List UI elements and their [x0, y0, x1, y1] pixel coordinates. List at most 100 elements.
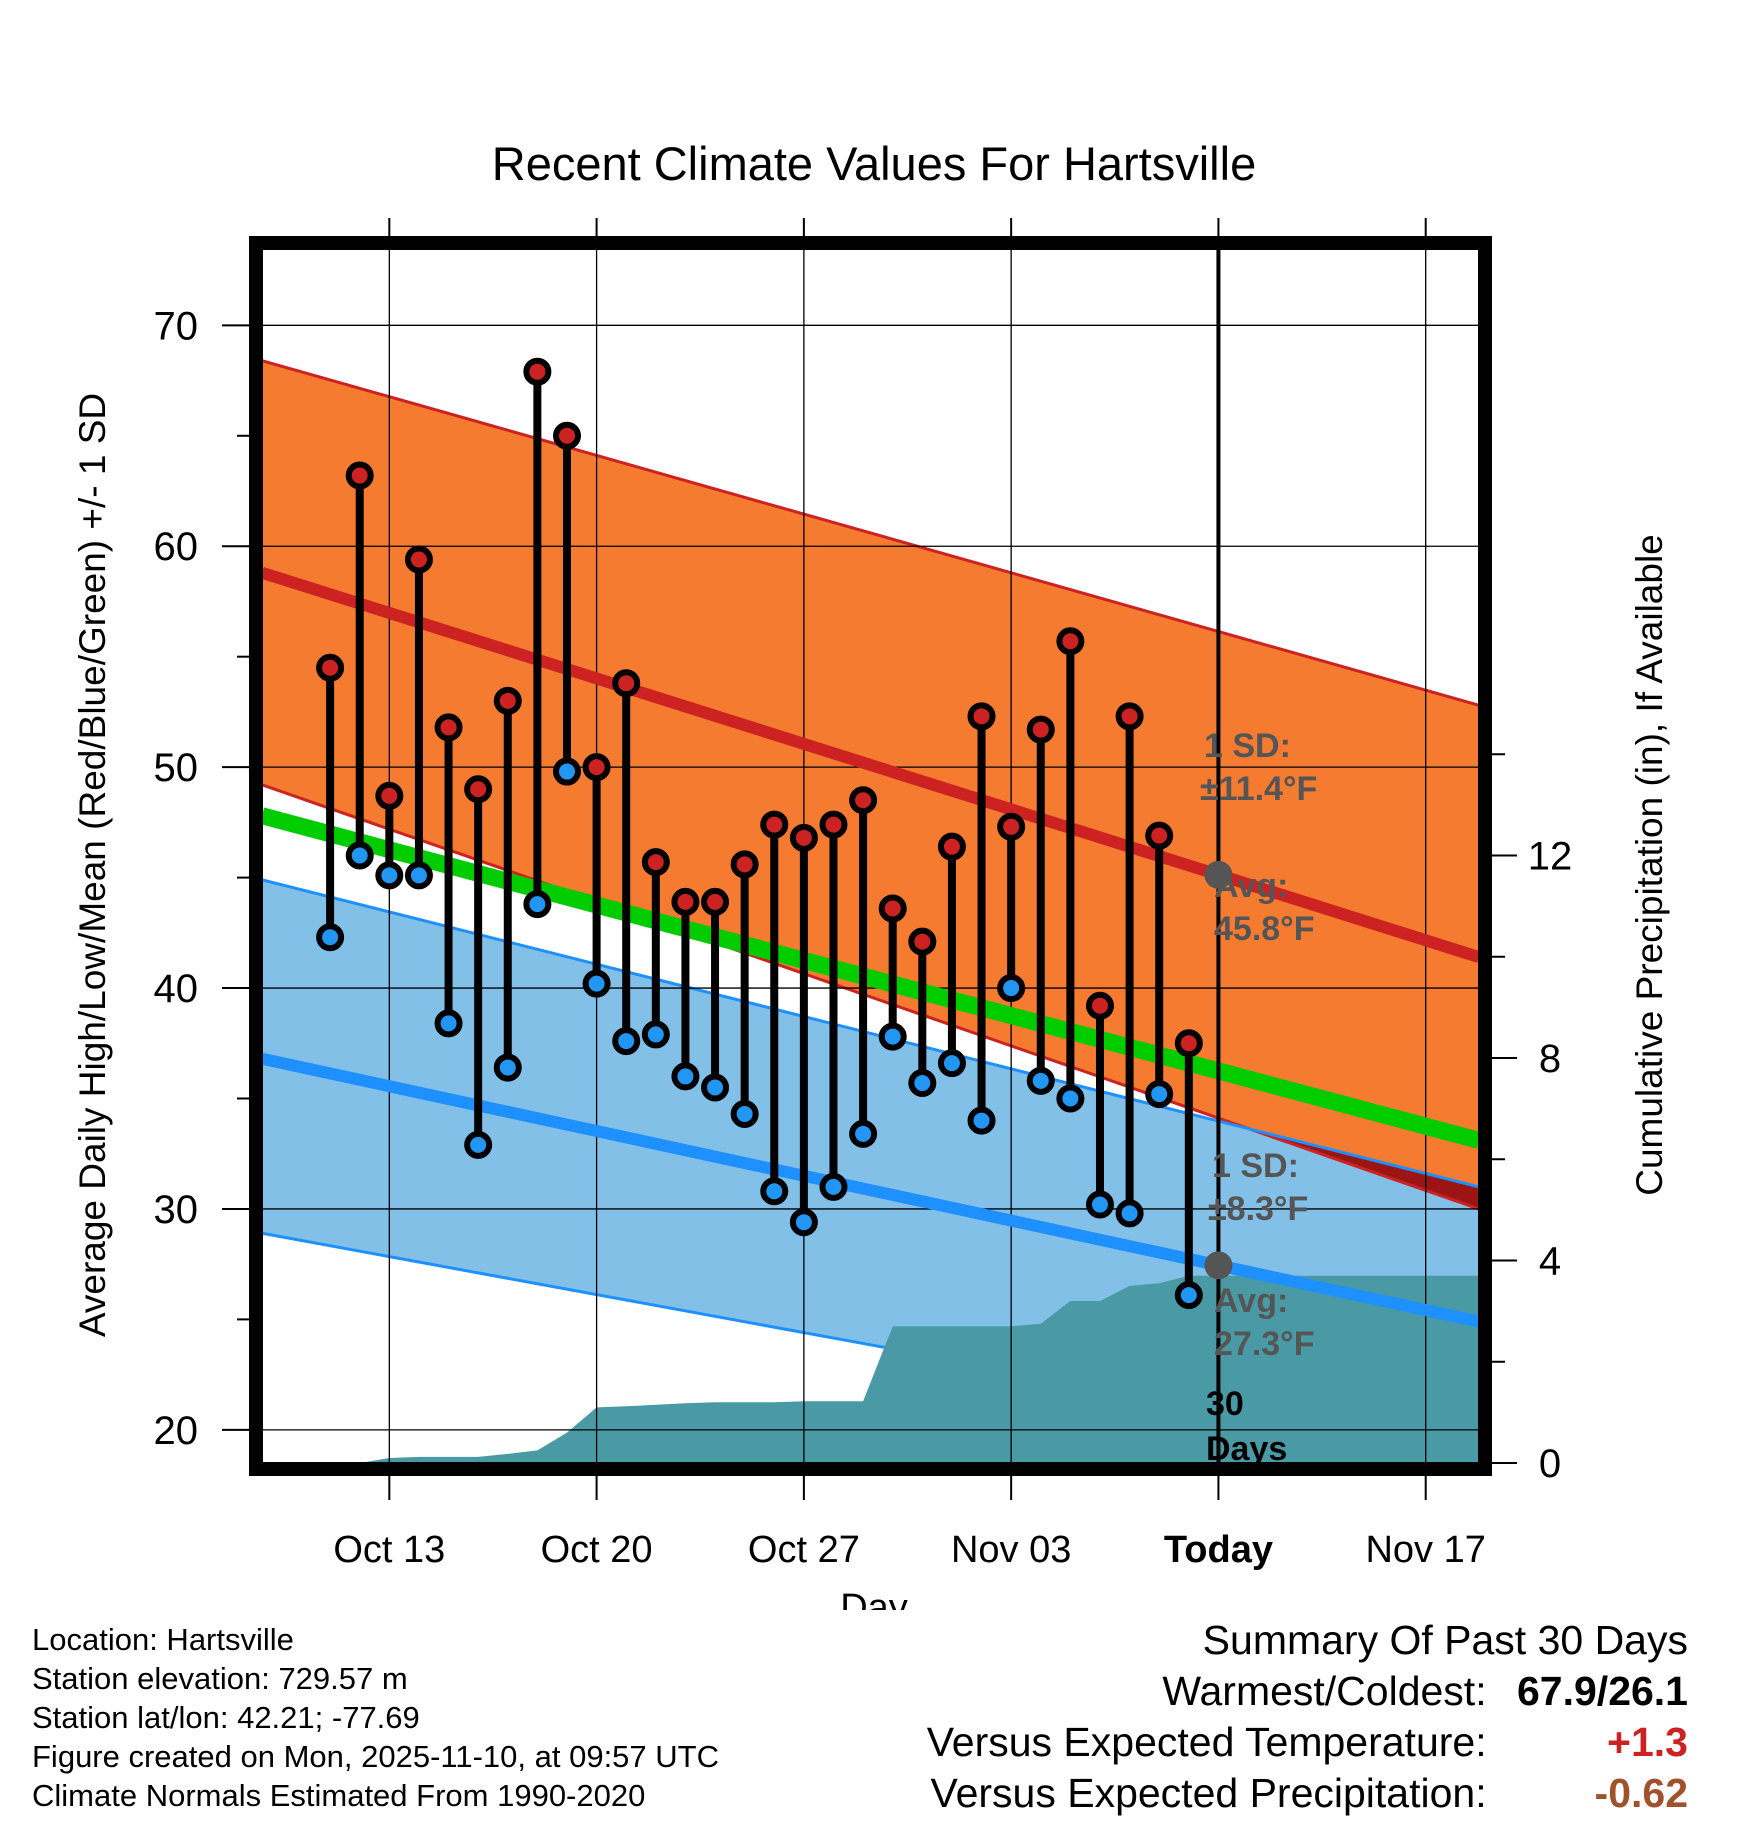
low-normal-line	[262, 1052, 1479, 1328]
summary-title: Summary Of Past 30 Days	[1202, 1617, 1688, 1663]
daily-high-point	[1056, 627, 1085, 656]
y2-tick-label: 0	[1539, 1442, 1561, 1486]
x-tick-label: Oct 27	[748, 1529, 860, 1571]
y2-axis-label: Cumulative Precipitation (in), If Availa…	[1629, 534, 1670, 1196]
daily-high-point	[345, 461, 374, 490]
daily-low-point	[671, 1062, 700, 1091]
daily-low-point	[464, 1130, 493, 1159]
temp-anomaly-label: Versus Expected Temperature:	[926, 1719, 1487, 1765]
plot-area	[262, 248, 1479, 1463]
summary-precip-row: Versus Expected Precipitation: -0.62	[927, 1768, 1689, 1819]
high-lower-line	[262, 783, 1479, 1211]
precip-anomaly-label: Versus Expected Precipitation:	[930, 1770, 1487, 1816]
daily-low-point	[404, 861, 433, 890]
high-sd-label: 1 SD:	[1204, 727, 1291, 765]
window-unit: Days	[1206, 1430, 1287, 1468]
daily-high-point	[1026, 715, 1055, 744]
daily-low-point	[1085, 1190, 1114, 1219]
daily-high-point	[819, 810, 848, 839]
precip-anomaly-value: -0.62	[1594, 1770, 1688, 1816]
low-upper-line	[262, 878, 1479, 1189]
y-tick-label: 60	[154, 525, 199, 569]
daily-high-point	[375, 781, 404, 810]
daily-high-point	[612, 669, 641, 698]
daily-low-point	[849, 1119, 878, 1148]
chart-overlay	[316, 357, 1233, 1310]
precip-area	[359, 1275, 1479, 1463]
high-avg-label: Avg:	[1214, 867, 1288, 905]
x-tick-label: Nov 03	[951, 1529, 1071, 1571]
daily-high-point	[1145, 821, 1174, 850]
daily-high-point	[552, 421, 581, 450]
low-avg-label: Avg:	[1214, 1282, 1288, 1320]
daily-low-point	[523, 890, 552, 919]
low-avg-value: 27.3°F	[1214, 1325, 1315, 1363]
y-tick-label: 70	[154, 304, 199, 348]
daily-high-point	[760, 810, 789, 839]
today-low-avg-marker	[1204, 1251, 1233, 1280]
summary-warmest-row: Warmest/Coldest: 67.9/26.1	[927, 1666, 1688, 1717]
daily-high-point	[671, 887, 700, 916]
daily-high-point	[523, 357, 552, 386]
daily-low-point	[493, 1053, 522, 1082]
annotations: 1 SD: ±11.4°F Avg: 45.8°F 1 SD: ±8.3°F A…	[1200, 727, 1317, 1468]
daily-low-point	[819, 1172, 848, 1201]
elevation-text: Station elevation: 729.57 m	[32, 1661, 408, 1696]
daily-high-point	[404, 545, 433, 574]
daily-high-point	[464, 775, 493, 804]
daily-low-point	[612, 1027, 641, 1056]
daily-high-point	[997, 812, 1026, 841]
daily-low-point	[434, 1009, 463, 1038]
x-tick-label: Oct 13	[333, 1529, 445, 1571]
y-tick-label: 30	[154, 1188, 199, 1232]
x-tick-label: Nov 17	[1365, 1529, 1485, 1571]
high-avg-value: 45.8°F	[1214, 910, 1315, 948]
daily-high-point	[493, 686, 522, 715]
daily-high-point	[641, 848, 670, 877]
daily-low-point	[582, 969, 611, 998]
daily-low-point	[878, 1022, 907, 1051]
daily-low-point	[789, 1208, 818, 1237]
daily-low-point	[375, 861, 404, 890]
chart-title: Recent Climate Values For Hartsville	[492, 137, 1256, 190]
daily-low-point	[730, 1099, 759, 1128]
daily-low-point	[552, 757, 581, 786]
daily-high-point	[849, 786, 878, 815]
y-tick-label: 20	[154, 1409, 199, 1453]
summary-panel: Summary Of Past 30 Days Warmest/Coldest:…	[927, 1615, 1688, 1819]
daily-high-point	[908, 927, 937, 956]
plot-frame	[249, 236, 1492, 1476]
window-count: 30	[1206, 1385, 1244, 1423]
summary-temp-row: Versus Expected Temperature: +1.3	[927, 1717, 1688, 1768]
y-tick-label: 40	[154, 967, 199, 1011]
daily-low-point	[908, 1069, 937, 1098]
daily-low-point	[701, 1073, 730, 1102]
location-text: Location: Hartsville	[32, 1622, 294, 1657]
y2-tick-label: 8	[1539, 1037, 1561, 1081]
x-tick-label: Oct 20	[541, 1529, 653, 1571]
mean-normal-line	[262, 807, 1479, 1149]
climate-chart: Recent Climate Values For Hartsville Day…	[72, 137, 1670, 1610]
daily-low-point	[1115, 1199, 1144, 1228]
created-text: Figure created on Mon, 2025-11-10, at 09…	[32, 1739, 719, 1774]
daily-low-point	[937, 1049, 966, 1078]
high-upper-line	[262, 359, 1479, 707]
daily-high-point	[316, 653, 345, 682]
daily-low-point	[345, 841, 374, 870]
y2-tick-label: 12	[1528, 835, 1573, 879]
warmest-label: Warmest/Coldest:	[1162, 1668, 1487, 1714]
daily-low-point	[760, 1177, 789, 1206]
daily-low-point	[641, 1020, 670, 1049]
daily-high-point	[967, 702, 996, 731]
daily-low-point	[967, 1106, 996, 1135]
high-normal-line	[262, 567, 1479, 963]
normals-period-text: Climate Normals Estimated From 1990-2020	[32, 1778, 646, 1813]
axes: 20 30 40 50 60 70 0 4 8 12 Oct 13 Oct 20 Oct 27 Nov 0…	[154, 218, 1573, 1571]
low-sd-label: 1 SD:	[1212, 1147, 1299, 1185]
y-tick-label: 50	[154, 746, 199, 790]
daily-high-point	[434, 713, 463, 742]
daily-high-point	[701, 887, 730, 916]
y-axis-label: Average Daily High/Low/Mean (Red/Blue/Gr…	[72, 393, 113, 1337]
latlon-text: Station lat/lon: 42.21; -77.69	[32, 1700, 420, 1735]
daily-high-point	[789, 823, 818, 852]
